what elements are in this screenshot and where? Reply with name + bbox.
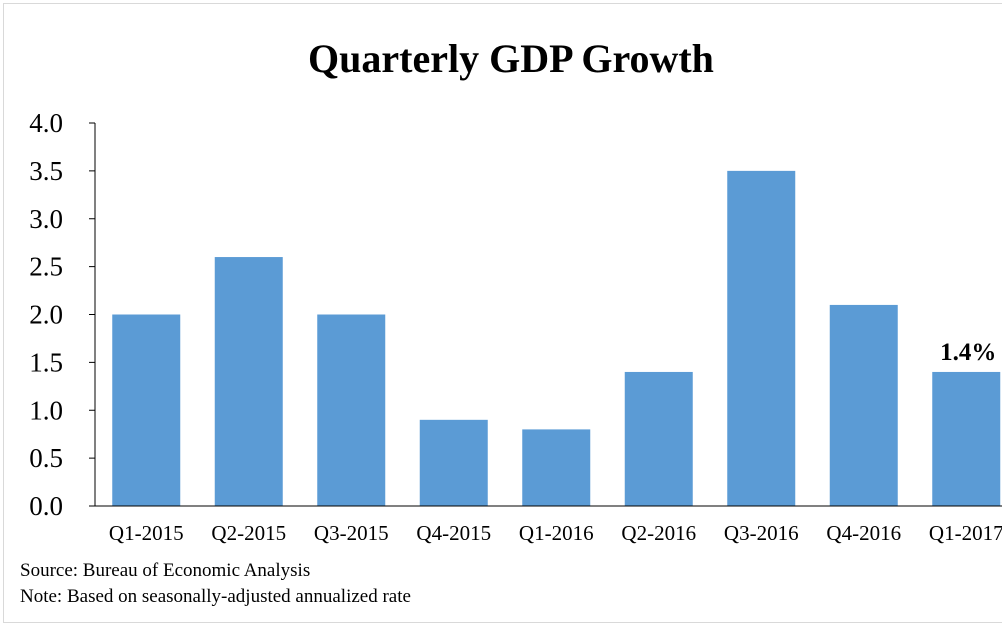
y-axis: 0.0 0.5 1.0 1.5 2.0 2.5 3.0 3.5 4.0 [29,108,96,521]
x-tick-label: Q1-2017 [929,521,1002,545]
x-tick-label: Q4-2015 [416,521,491,545]
basis-note: Note: Based on seasonally-adjusted annua… [20,586,411,607]
x-tick-label: Q2-2016 [621,521,696,545]
x-tick-label: Q1-2015 [109,521,184,545]
y-tick-label: 3.0 [29,204,63,234]
bar-q4-2016 [829,304,898,506]
bar-q1-2016 [522,429,591,506]
bar-q3-2016 [727,170,796,506]
chart-title: Quarterly GDP Growth [308,36,714,81]
x-axis: Q1-2015 Q2-2015 Q3-2015 Q4-2015 Q1-2016 Q2-20… [95,505,1002,545]
y-tick-label: 2.5 [29,252,63,282]
bar-q3-2015 [317,314,386,506]
y-tick-label: 2.0 [29,300,63,330]
y-tick-label: 1.0 [29,395,63,425]
y-tick-label: 0.5 [29,443,63,473]
bar-q4-2015 [419,419,488,506]
bar-q1-2015 [112,314,181,506]
x-tick-label: Q3-2016 [724,521,799,545]
bar-q1-2017 [932,371,1001,506]
y-tick-label: 0.0 [29,491,63,521]
y-tick-label: 1.5 [29,347,63,377]
x-tick-label: Q1-2016 [519,521,594,545]
bars [112,170,1001,506]
y-tick-label: 3.5 [29,156,63,186]
source-note: Source: Bureau of Economic Analysis [20,560,311,581]
x-tick-label: Q2-2015 [211,521,286,545]
data-label: 1.4% [940,339,996,366]
x-tick-label: Q3-2015 [314,521,389,545]
bar-q2-2016 [624,371,693,506]
data-labels: 1.4% [940,339,996,366]
bar-q2-2015 [214,257,283,506]
x-tick-label: Q4-2016 [826,521,901,545]
bar-chart: Quarterly GDP Growth 0.0 0.5 1.0 1.5 2.0 2.5 3… [29,36,1002,545]
y-tick-label: 4.0 [29,108,63,138]
